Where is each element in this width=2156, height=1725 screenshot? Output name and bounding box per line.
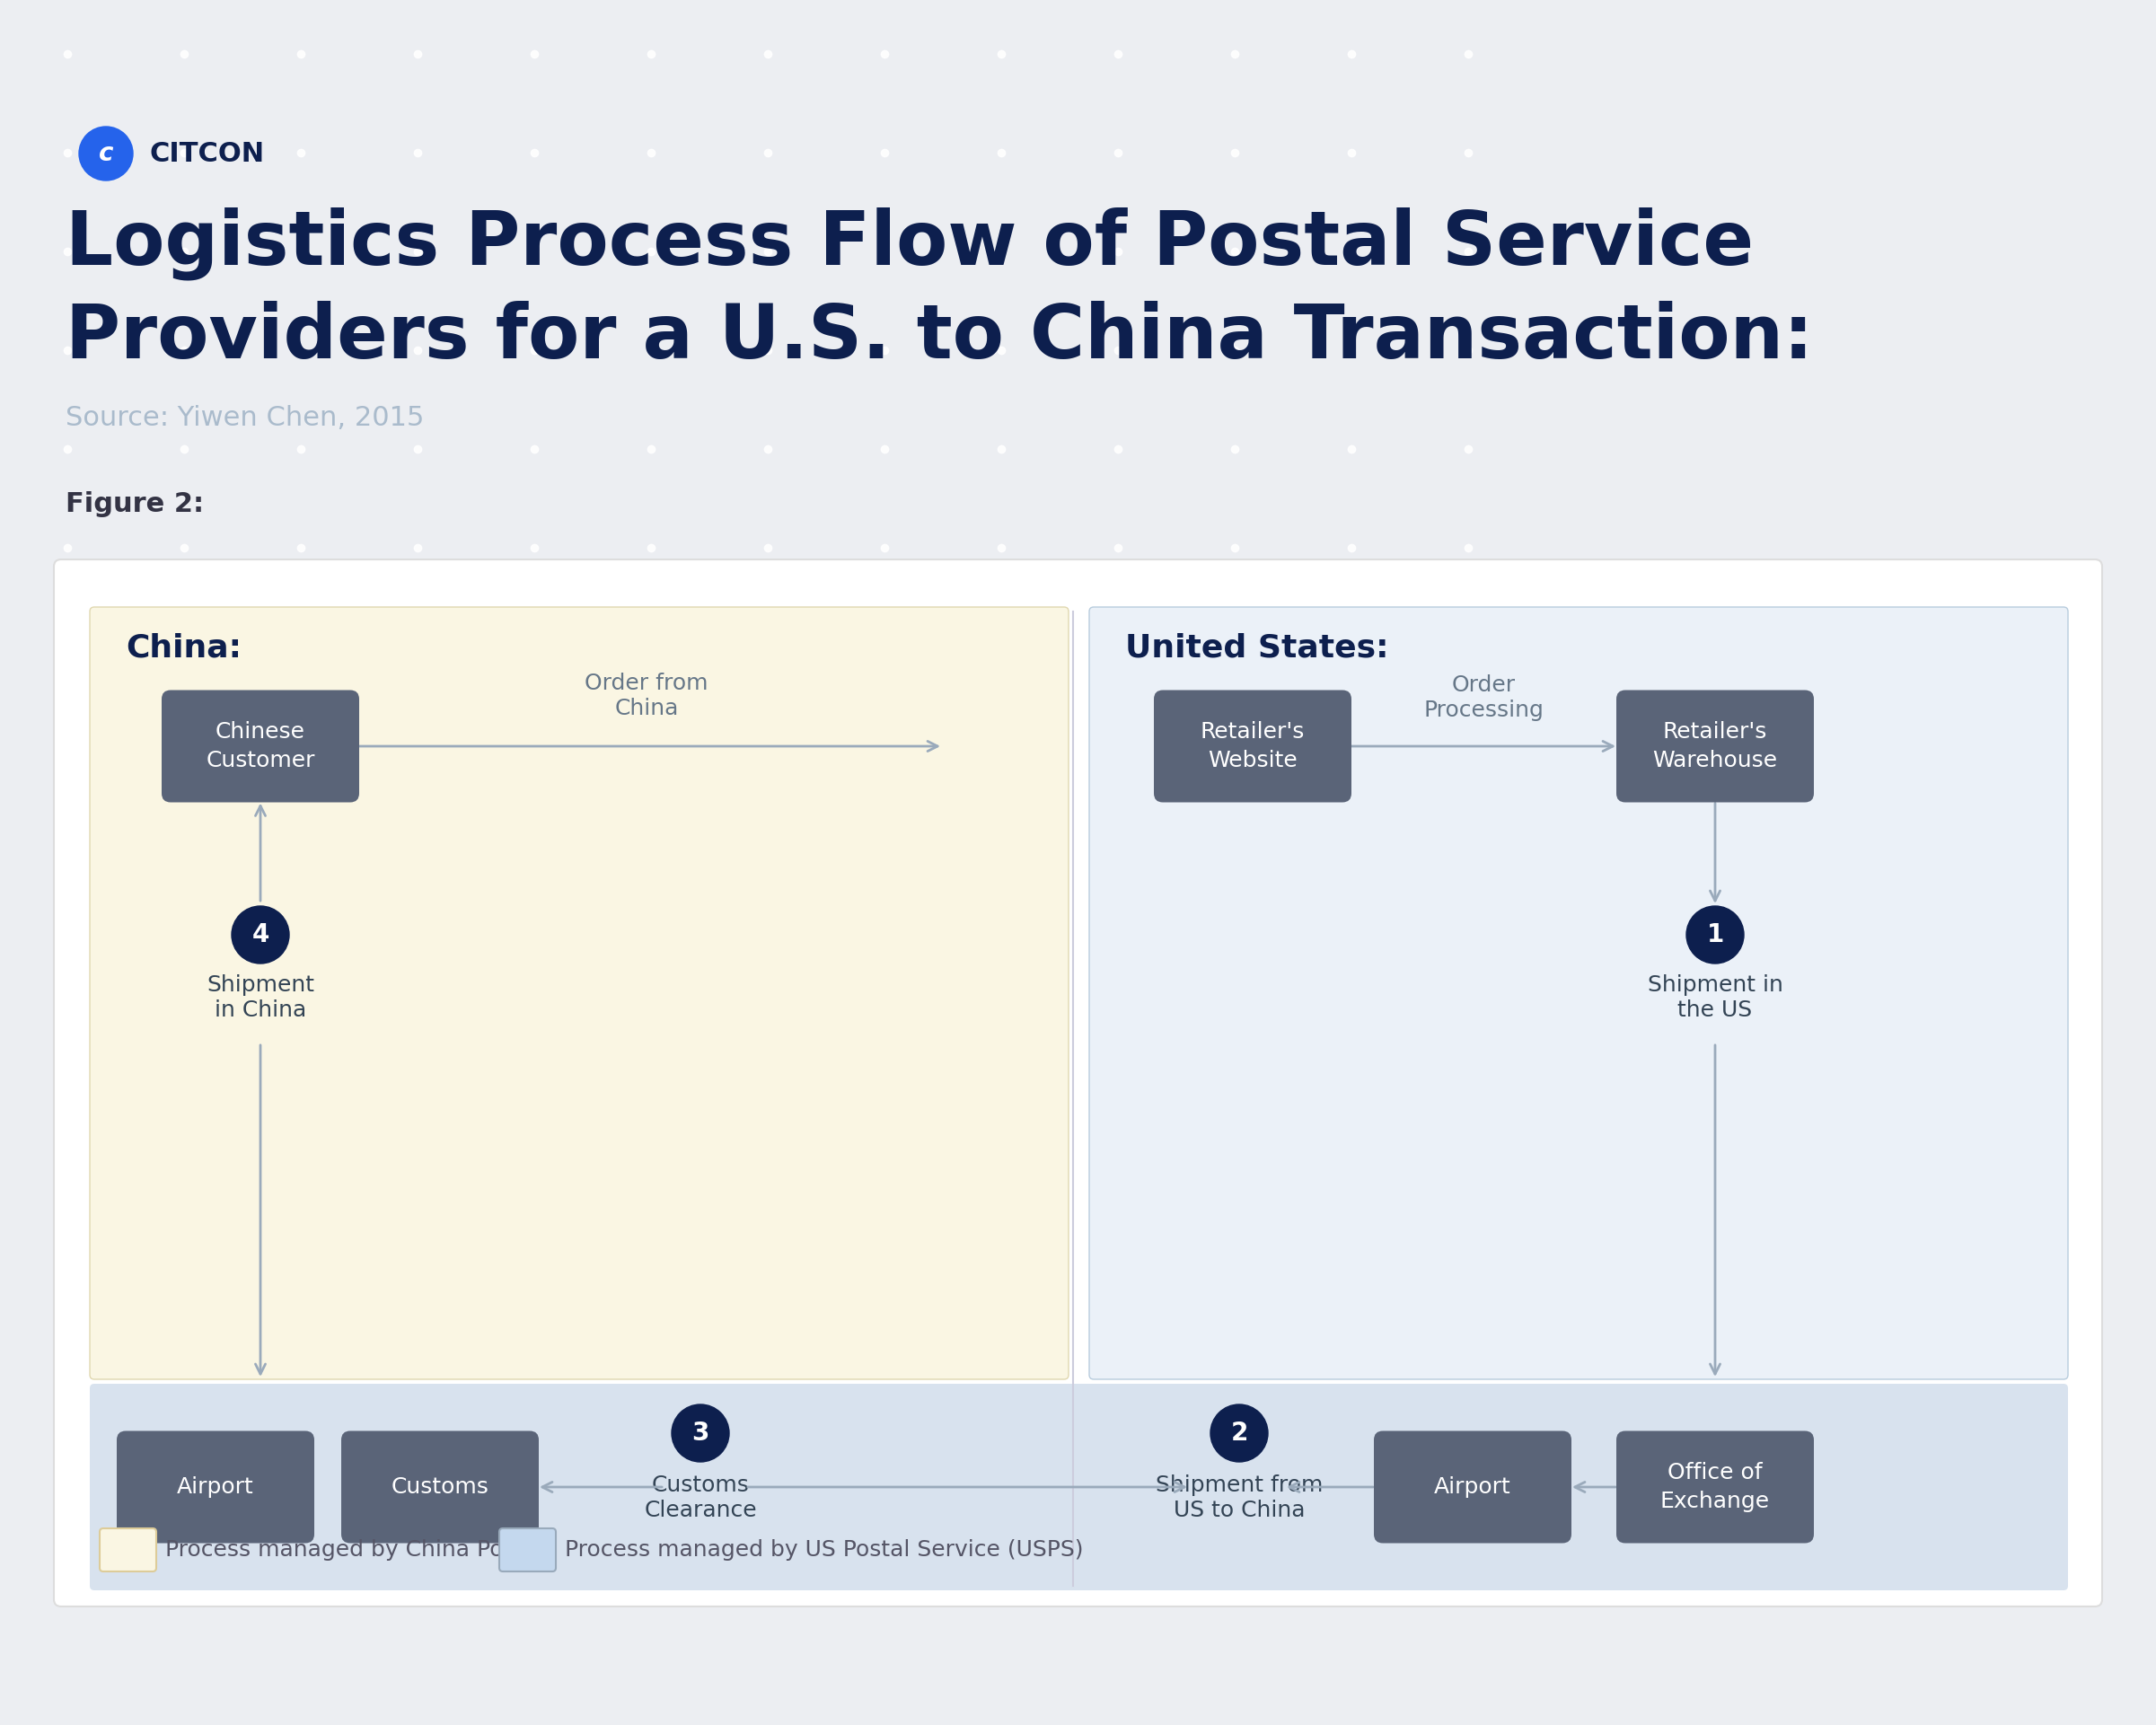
Text: Order
Processing: Order Processing	[1423, 674, 1544, 721]
FancyBboxPatch shape	[1153, 690, 1352, 802]
Text: 2: 2	[1231, 1421, 1248, 1446]
FancyBboxPatch shape	[1617, 690, 1813, 802]
FancyBboxPatch shape	[116, 1432, 315, 1544]
Text: Airport: Airport	[177, 1477, 254, 1497]
Text: Process managed by China Post: Process managed by China Post	[166, 1539, 524, 1561]
FancyBboxPatch shape	[1373, 1432, 1572, 1544]
Circle shape	[673, 1404, 729, 1461]
Text: Source: Yiwen Chen, 2015: Source: Yiwen Chen, 2015	[65, 405, 425, 431]
Text: Logistics Process Flow of Postal Service: Logistics Process Flow of Postal Service	[65, 207, 1753, 279]
Text: Shipment in
the US: Shipment in the US	[1647, 975, 1783, 1021]
FancyBboxPatch shape	[1089, 607, 2068, 1380]
Text: Figure 2:: Figure 2:	[65, 490, 205, 517]
FancyBboxPatch shape	[162, 690, 360, 802]
FancyBboxPatch shape	[500, 1528, 556, 1571]
Text: 4: 4	[252, 923, 270, 947]
Circle shape	[1686, 906, 1744, 964]
Text: Retailer's
Warehouse: Retailer's Warehouse	[1654, 721, 1777, 771]
Text: CITCON: CITCON	[149, 140, 265, 167]
Text: Shipment
in China: Shipment in China	[207, 975, 315, 1021]
Text: 3: 3	[692, 1421, 709, 1446]
Text: 1: 1	[1705, 923, 1725, 947]
Circle shape	[1210, 1404, 1268, 1461]
FancyBboxPatch shape	[54, 559, 2102, 1606]
FancyBboxPatch shape	[1617, 1432, 1813, 1544]
Text: China:: China:	[125, 631, 241, 662]
Circle shape	[231, 906, 289, 964]
FancyBboxPatch shape	[91, 607, 1069, 1380]
Circle shape	[80, 126, 134, 181]
Text: United States:: United States:	[1125, 631, 1388, 662]
Text: c: c	[99, 141, 114, 166]
Text: Shipment from
US to China: Shipment from US to China	[1156, 1475, 1324, 1521]
Text: Airport: Airport	[1434, 1477, 1511, 1497]
FancyBboxPatch shape	[99, 1528, 155, 1571]
Text: Retailer's
Website: Retailer's Website	[1201, 721, 1304, 771]
Text: Office of
Exchange: Office of Exchange	[1660, 1463, 1770, 1513]
Text: Process managed by US Postal Service (USPS): Process managed by US Postal Service (US…	[565, 1539, 1082, 1561]
FancyBboxPatch shape	[91, 1383, 2068, 1590]
Text: Order from
China: Order from China	[584, 673, 709, 719]
FancyBboxPatch shape	[341, 1432, 539, 1544]
Text: Providers for a U.S. to China Transaction:: Providers for a U.S. to China Transactio…	[65, 302, 1813, 374]
Text: Customs
Clearance: Customs Clearance	[645, 1475, 757, 1521]
Text: Chinese
Customer: Chinese Customer	[205, 721, 315, 771]
Text: Customs: Customs	[390, 1477, 489, 1497]
